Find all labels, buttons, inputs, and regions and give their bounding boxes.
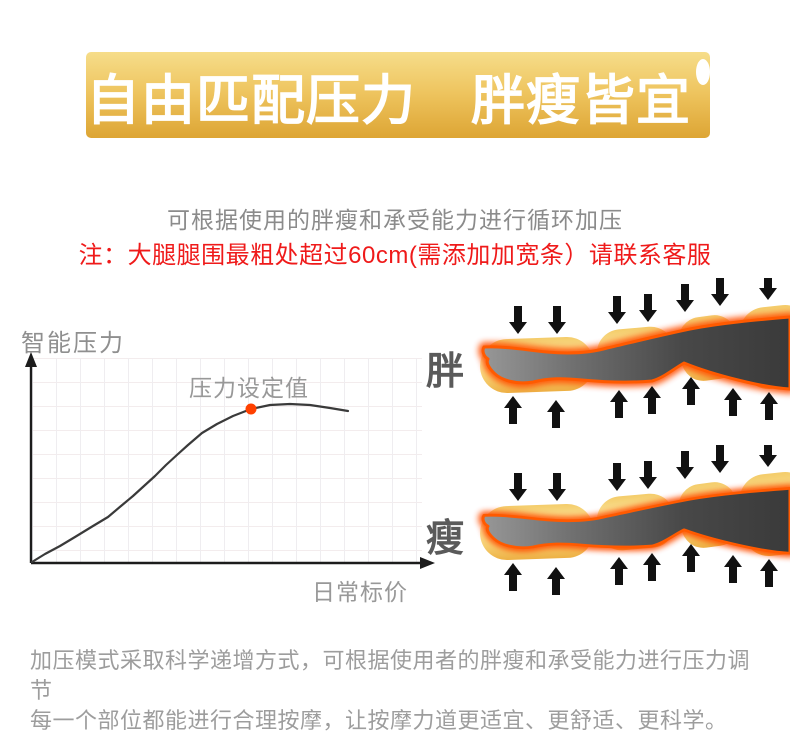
chart-x-axis-label: 日常标价 [312, 579, 408, 605]
leg-illustration-fat [455, 278, 790, 448]
x-axis-arrow-icon [420, 557, 435, 569]
title-banner: 自由匹配压力 胖瘦皆宜 [86, 52, 710, 138]
y-axis-arrow-icon [25, 352, 37, 367]
subtitle-text: 可根据使用的胖瘦和承受能力进行循环加压 [167, 207, 623, 233]
leg-label-fat: 胖 [426, 351, 465, 393]
set-point-dot [245, 403, 257, 415]
pressure-curve [30, 402, 350, 564]
footer-copy: 加压模式采取科学递增方式，可根据使用者的胖瘦和承受能力进行压力调节 每一个部位都… [30, 646, 770, 736]
warning-note-text: 注：大腿腿围最粗处超过60cm(需添加加宽条）请联系客服 [78, 242, 712, 269]
footer-line-1: 加压模式采取科学递增方式，可根据使用者的胖瘦和承受能力进行压力调节 [30, 648, 751, 703]
chart-y-axis-label: 智能压力 [21, 330, 125, 357]
leg-silhouette [483, 317, 790, 389]
pressure-chart: 智能压力 压力设定值 日常标价 [15, 320, 440, 620]
degree-ring-icon [696, 59, 710, 85]
leg-illustration-thin [455, 445, 790, 615]
leg-label-thin: 瘦 [426, 518, 465, 560]
banner-title: 自由匹配压力 胖瘦皆宜 [86, 70, 691, 131]
chart-canvas: 压力设定值 日常标价 [25, 352, 435, 605]
footer-line-2: 每一个部位都能进行合理按摩，让按摩力道更适宜、更舒适、更科学。 [30, 708, 728, 733]
chart-grid [32, 358, 422, 564]
set-point-label: 压力设定值 [189, 375, 309, 401]
